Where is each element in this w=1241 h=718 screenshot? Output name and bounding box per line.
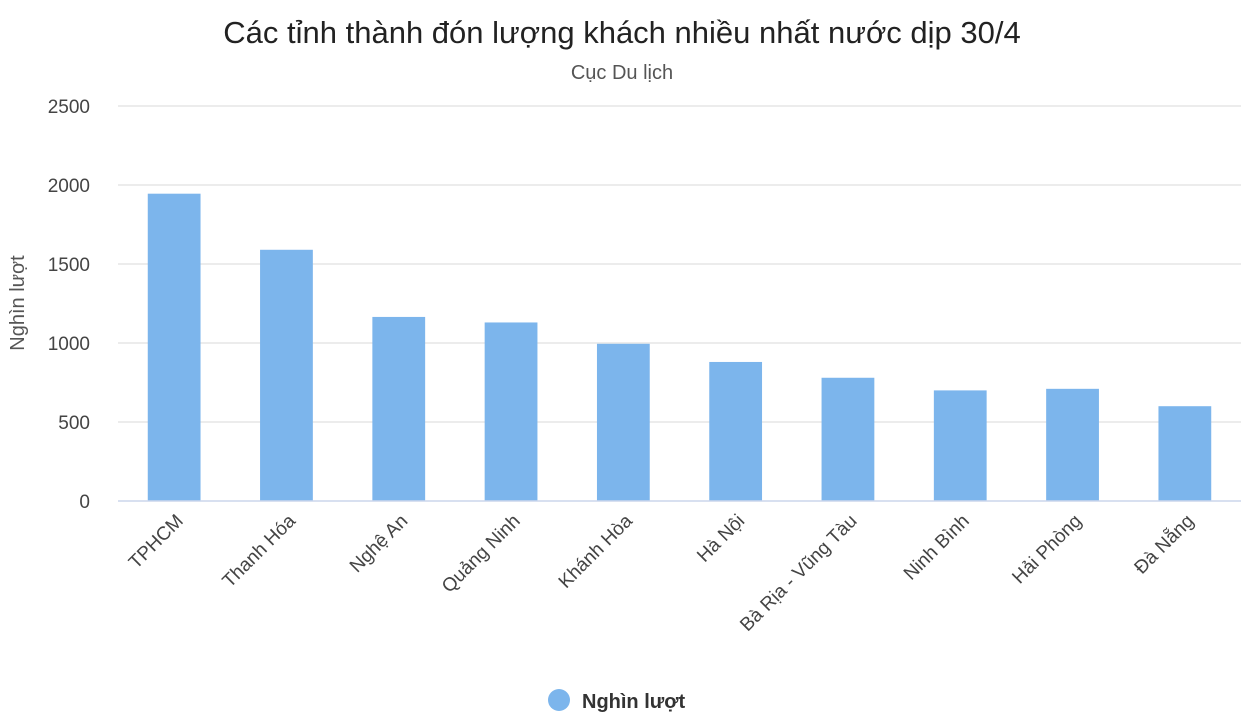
bar[interactable] (596, 343, 650, 501)
x-tick-label: Bà Rịa - Vũng Tàu (736, 511, 861, 636)
y-tick-label: 500 (58, 413, 90, 434)
bar[interactable] (1046, 388, 1099, 501)
bar[interactable] (260, 249, 313, 501)
y-tick-label: 1500 (48, 255, 90, 276)
chart-subtitle: Cục Du lịch (571, 62, 673, 84)
chart-title: Các tỉnh thành đón lượng khách nhiều nhấ… (223, 15, 1020, 50)
y-axis-title: Nghìn lượt (7, 255, 29, 351)
bar[interactable] (484, 322, 538, 501)
legend-label: Nghìn lượt (582, 691, 685, 713)
y-tick-label: 2500 (48, 97, 90, 118)
x-tick-label: Đà Nẵng (1131, 511, 1199, 579)
bar[interactable] (1158, 406, 1212, 501)
bar[interactable] (709, 361, 763, 501)
bar[interactable] (372, 316, 426, 501)
y-tick-label: 2000 (48, 176, 90, 197)
x-tick-label: Ninh Bình (900, 511, 974, 585)
x-axis-labels: TPHCM Thanh Hóa Nghệ An Quảng Ninh Khánh Hòa… (125, 510, 1198, 635)
y-tick-label: 1000 (48, 334, 90, 355)
x-tick-label: Quảng Ninh (438, 511, 525, 598)
x-tick-label: Hà Nội (693, 511, 749, 567)
bar[interactable] (933, 390, 987, 501)
x-tick-label: Hải Phòng (1008, 511, 1086, 589)
x-tick-label: Thanh Hóa (219, 510, 301, 592)
x-tick-label: Nghệ An (346, 511, 412, 577)
bars (147, 193, 1212, 501)
x-tick-label: Khánh Hòa (555, 510, 637, 592)
legend-marker (548, 689, 570, 711)
legend[interactable]: Nghìn lượt (548, 689, 685, 713)
y-axis-ticks: 0 500 1000 1500 2000 2500 (48, 97, 90, 513)
bar[interactable] (147, 193, 201, 501)
bar[interactable] (821, 377, 875, 501)
y-tick-label: 0 (79, 492, 90, 513)
x-tick-label: TPHCM (125, 511, 188, 574)
